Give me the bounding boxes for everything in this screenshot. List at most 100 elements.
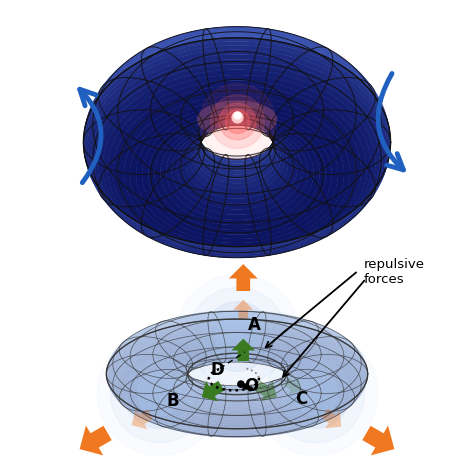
Polygon shape [193, 128, 281, 188]
Point [233, 332, 241, 340]
Point [246, 385, 254, 392]
Polygon shape [201, 118, 273, 167]
Polygon shape [99, 27, 375, 215]
Point [311, 389, 319, 397]
Point [233, 111, 241, 118]
Polygon shape [198, 124, 276, 179]
Ellipse shape [213, 109, 261, 133]
Polygon shape [155, 320, 319, 389]
Polygon shape [91, 27, 383, 225]
Polygon shape [186, 357, 288, 401]
Polygon shape [124, 35, 350, 188]
Polygon shape [130, 347, 344, 437]
Polygon shape [135, 349, 339, 436]
Polygon shape [120, 339, 354, 438]
Polygon shape [186, 346, 288, 391]
Polygon shape [127, 345, 347, 437]
Polygon shape [171, 362, 303, 418]
Polygon shape [200, 110, 274, 164]
Polygon shape [321, 409, 341, 428]
Point [242, 383, 249, 390]
Polygon shape [177, 75, 297, 157]
Point [155, 389, 163, 397]
Polygon shape [201, 114, 273, 167]
Point [233, 113, 241, 120]
Point [155, 389, 163, 397]
Ellipse shape [197, 100, 277, 138]
Polygon shape [120, 310, 354, 409]
Polygon shape [190, 128, 284, 193]
Polygon shape [177, 362, 297, 412]
Polygon shape [84, 41, 390, 253]
Polygon shape [89, 27, 385, 230]
Polygon shape [155, 359, 319, 427]
Polygon shape [184, 358, 290, 404]
Polygon shape [103, 27, 371, 210]
Point [155, 389, 163, 397]
Polygon shape [107, 321, 367, 432]
Polygon shape [255, 381, 277, 401]
Polygon shape [99, 70, 375, 258]
Point [233, 332, 241, 340]
Polygon shape [233, 300, 253, 319]
Point [311, 389, 319, 397]
Point [233, 332, 241, 340]
Polygon shape [188, 353, 286, 397]
Polygon shape [148, 114, 326, 235]
Polygon shape [164, 361, 310, 423]
Polygon shape [117, 310, 357, 411]
Polygon shape [142, 46, 332, 174]
Polygon shape [107, 315, 367, 427]
Polygon shape [113, 30, 361, 199]
Point [233, 118, 241, 125]
Polygon shape [89, 55, 385, 257]
Point [233, 118, 241, 125]
Polygon shape [283, 377, 302, 394]
Polygon shape [231, 338, 255, 361]
Polygon shape [167, 362, 307, 420]
Polygon shape [148, 50, 326, 170]
Polygon shape [85, 30, 389, 239]
Polygon shape [362, 426, 394, 456]
Polygon shape [136, 106, 338, 243]
Polygon shape [155, 118, 319, 230]
Polygon shape [188, 351, 286, 395]
Polygon shape [193, 96, 281, 157]
Polygon shape [166, 124, 308, 220]
Polygon shape [177, 128, 297, 210]
Polygon shape [109, 326, 365, 435]
Polygon shape [95, 27, 379, 220]
Polygon shape [202, 381, 224, 401]
Polygon shape [107, 314, 367, 424]
Polygon shape [147, 317, 327, 392]
Polygon shape [106, 317, 368, 429]
Polygon shape [135, 312, 339, 399]
Polygon shape [143, 315, 331, 394]
Polygon shape [172, 126, 302, 215]
Polygon shape [172, 70, 302, 159]
Polygon shape [182, 360, 292, 407]
Polygon shape [142, 110, 332, 239]
Ellipse shape [203, 126, 271, 159]
Polygon shape [200, 121, 274, 174]
Polygon shape [229, 264, 258, 291]
Polygon shape [160, 121, 314, 225]
Polygon shape [130, 101, 344, 246]
Polygon shape [187, 355, 287, 399]
Polygon shape [166, 64, 308, 161]
Polygon shape [143, 354, 331, 433]
Polygon shape [182, 128, 292, 204]
Polygon shape [174, 333, 300, 386]
Polygon shape [174, 362, 300, 415]
Text: O: O [244, 377, 258, 395]
Polygon shape [118, 32, 356, 193]
Point [155, 389, 163, 397]
Point [233, 118, 241, 125]
Polygon shape [151, 319, 323, 391]
Polygon shape [186, 86, 288, 155]
Polygon shape [182, 81, 292, 156]
Text: C: C [295, 390, 307, 408]
Polygon shape [155, 55, 319, 167]
Polygon shape [127, 310, 347, 403]
Polygon shape [84, 32, 390, 243]
